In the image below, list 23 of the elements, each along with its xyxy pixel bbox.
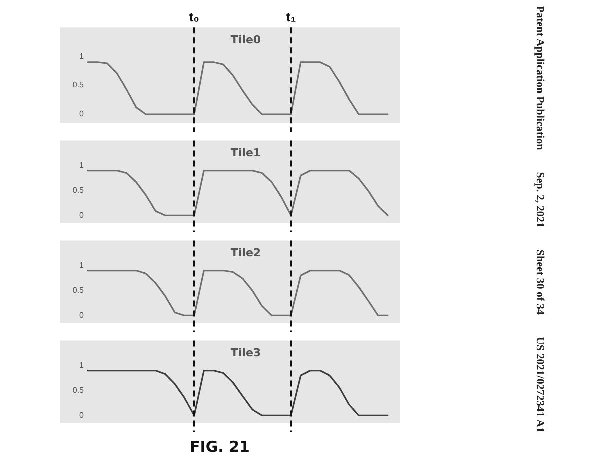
- text: Tile1: [230, 146, 262, 160]
- y-tick-label: 0: [80, 110, 85, 119]
- y-tick-label: 0.5: [72, 80, 85, 90]
- caption: FIG. 21: [190, 438, 250, 456]
- y-tick-label: 0.5: [72, 286, 85, 295]
- text: Tile0: [230, 33, 262, 46]
- y-tick-label: 0.5: [72, 186, 85, 195]
- text: US 2021/0272341 A1: [533, 336, 547, 433]
- y-tick-label: 1: [80, 160, 85, 170]
- y-tick-label: 1: [80, 360, 85, 370]
- text: Tile3: [230, 346, 262, 360]
- text: Sep. 2, 2021: [533, 172, 547, 228]
- y-tick-label: 0: [80, 210, 85, 220]
- x-tick-label: t₀: [189, 9, 200, 24]
- y-tick-label: 1: [80, 260, 85, 270]
- text: Sheet 30 of 34: [533, 250, 547, 315]
- y-tick-label: 1: [80, 52, 85, 61]
- y-tick-label: 0: [80, 310, 85, 320]
- x-tick-label: t₁: [286, 9, 296, 24]
- y-tick-label: 0: [80, 410, 85, 420]
- text: Tile2: [230, 246, 262, 260]
- text: Patent Application Publication: [533, 6, 547, 150]
- y-tick-label: 0.5: [72, 386, 85, 395]
